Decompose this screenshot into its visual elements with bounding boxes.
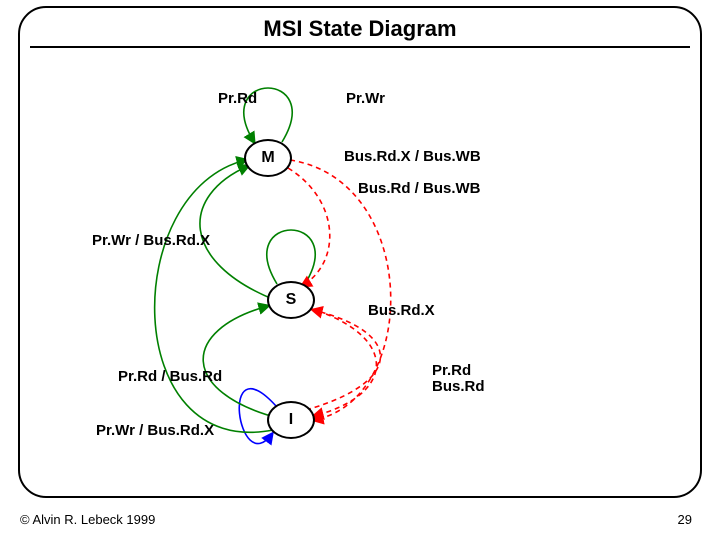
copyright: © Alvin R. Lebeck 1999 — [20, 512, 155, 527]
label-prwr-m: Pr.Wr — [346, 90, 385, 107]
state-node-i: I — [267, 401, 315, 439]
state-node-s: S — [267, 281, 315, 319]
label-prrd-2b: Bus.Rd — [432, 378, 485, 395]
page-title: MSI State Diagram — [263, 16, 456, 42]
state-node-m-label: M — [261, 149, 274, 166]
state-node-i-label: I — [289, 411, 293, 428]
state-node-s-label: S — [286, 291, 297, 308]
title-divider — [30, 46, 690, 48]
label-prwr-busrdx-2: Pr.Wr / Bus.Rd.X — [96, 422, 214, 439]
label-prwr-busrdx-1: Pr.Wr / Bus.Rd.X — [92, 232, 210, 249]
label-prrd-2a: Pr.Rd — [432, 362, 471, 379]
page-number: 29 — [678, 512, 692, 527]
label-prrd-busrd: Pr.Rd / Bus.Rd — [118, 368, 222, 385]
label-busrdx-buswb: Bus.Rd.X / Bus.WB — [344, 148, 481, 165]
label-prrd-m: Pr.Rd — [218, 90, 257, 107]
label-busrdx-s: Bus.Rd.X — [368, 302, 435, 319]
state-node-m: M — [244, 139, 292, 177]
slide: MSI State Diagram M S I Pr.Rd Pr.Wr Bus.… — [0, 0, 720, 540]
label-busrd-buswb: Bus.Rd / Bus.WB — [358, 180, 481, 197]
